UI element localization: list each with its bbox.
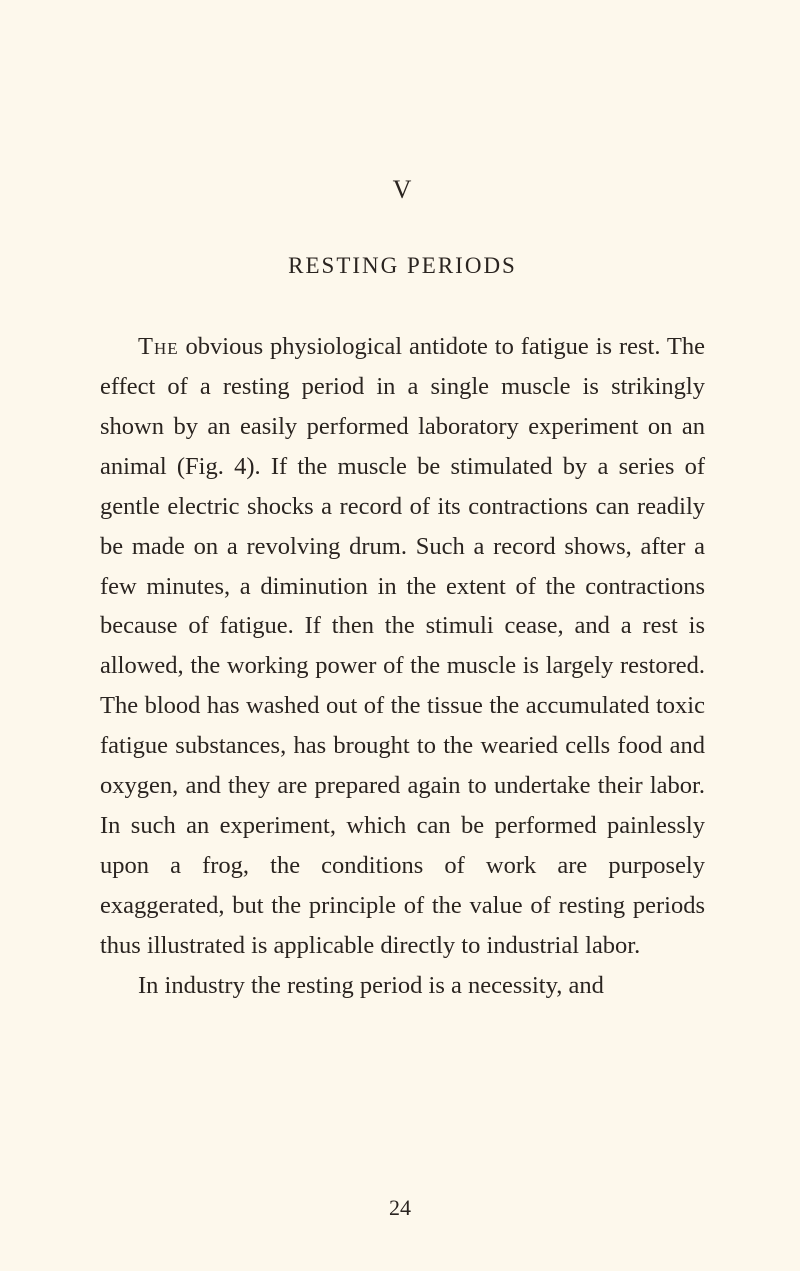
body-paragraph-2: In industry the resting period is a nece… (100, 966, 705, 1006)
chapter-title: RESTING PERIODS (100, 253, 705, 279)
body-paragraph-1: The obvious physiological antidote to fa… (100, 327, 705, 966)
chapter-number: V (100, 175, 705, 205)
paragraph-1-body: obvious physiological antidote to fatigu… (100, 333, 705, 959)
page-number: 24 (0, 1195, 800, 1221)
lead-word: The (138, 333, 179, 360)
